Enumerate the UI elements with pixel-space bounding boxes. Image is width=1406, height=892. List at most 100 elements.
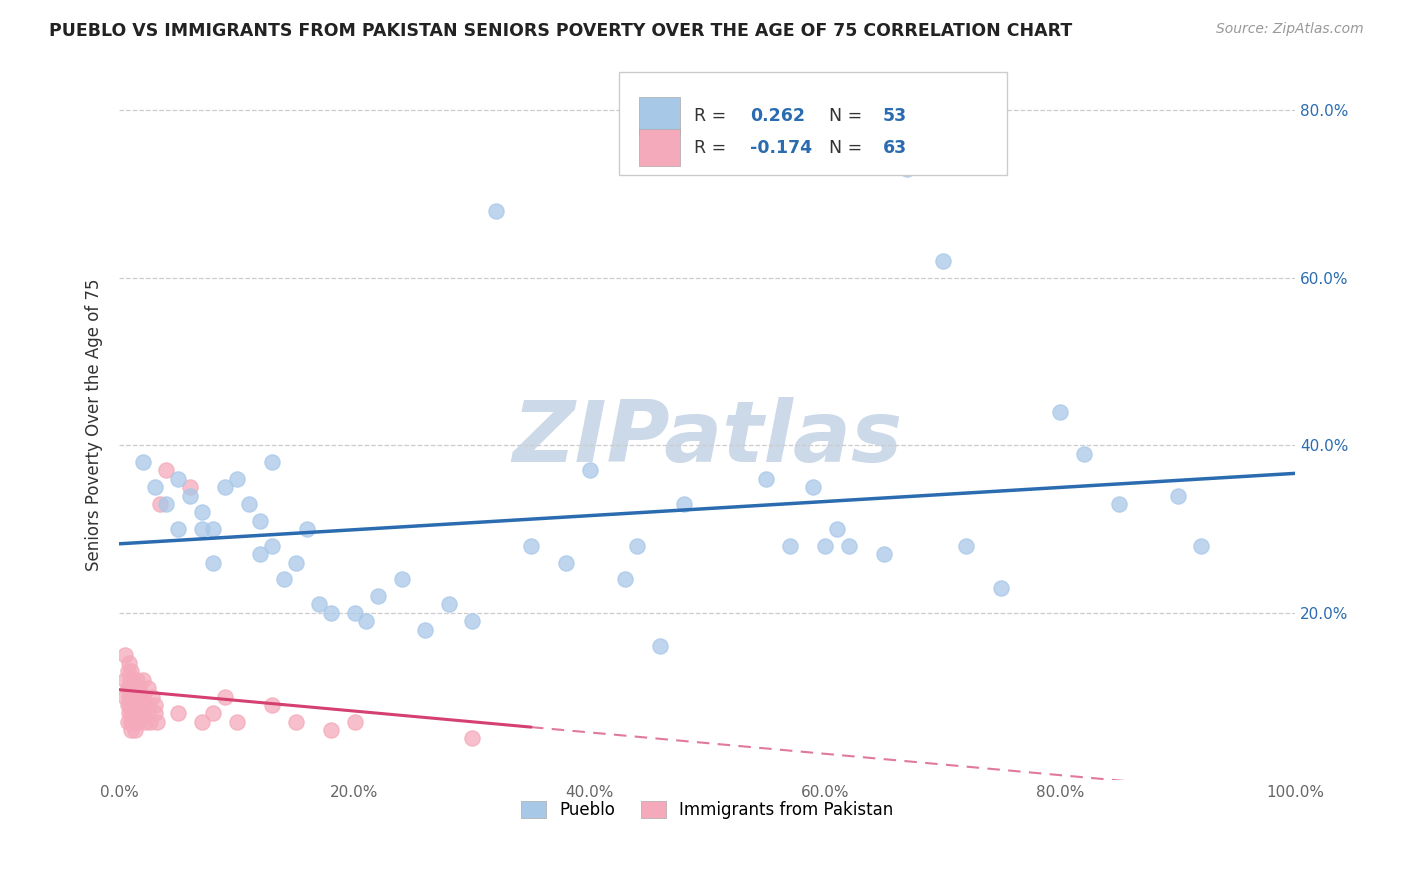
Point (149, 497, 172, 511)
Point (118, 656, 141, 670)
Point (117, 665, 139, 679)
Point (262, 539, 284, 553)
Point (461, 731, 484, 746)
Point (124, 690, 146, 704)
Point (873, 547, 896, 561)
Point (132, 690, 155, 704)
Point (138, 698, 160, 712)
Point (120, 690, 142, 704)
Point (990, 581, 1012, 595)
Point (167, 522, 190, 536)
Point (146, 714, 169, 729)
Point (120, 714, 142, 729)
Point (155, 497, 177, 511)
Point (120, 665, 142, 679)
Point (273, 572, 295, 586)
Point (896, 161, 918, 176)
Point (114, 690, 136, 704)
Point (343, 606, 366, 620)
Point (190, 505, 212, 519)
Text: R =: R = (695, 138, 733, 157)
Point (578, 463, 600, 477)
Point (125, 673, 148, 687)
Point (343, 714, 366, 729)
Point (214, 480, 236, 494)
Point (124, 706, 146, 721)
Point (626, 539, 648, 553)
Text: 0.262: 0.262 (749, 107, 804, 125)
Point (262, 698, 284, 712)
Point (143, 698, 166, 712)
Point (128, 681, 150, 696)
Point (124, 723, 146, 737)
Point (825, 522, 848, 536)
Point (136, 681, 159, 696)
Point (143, 480, 166, 494)
Point (132, 673, 155, 687)
Point (132, 706, 155, 721)
Point (179, 480, 201, 494)
Point (249, 547, 271, 561)
Point (132, 455, 155, 469)
Point (136, 706, 159, 721)
Point (555, 556, 578, 570)
Point (391, 572, 413, 586)
Point (129, 690, 152, 704)
Point (356, 614, 378, 628)
Point (117, 681, 139, 696)
Point (179, 489, 201, 503)
Point (117, 714, 139, 729)
Point (413, 623, 436, 637)
Point (167, 472, 190, 486)
Point (202, 522, 225, 536)
Point (249, 514, 271, 528)
Point (134, 714, 156, 729)
Point (114, 673, 136, 687)
Point (225, 472, 247, 486)
Point (1167, 489, 1189, 503)
Point (202, 706, 225, 721)
Point (437, 598, 460, 612)
Point (284, 714, 307, 729)
Point (262, 455, 284, 469)
Point (118, 698, 141, 712)
Point (319, 606, 342, 620)
Point (155, 463, 177, 477)
Point (238, 497, 260, 511)
Point (122, 698, 145, 712)
Point (755, 472, 778, 486)
Point (1073, 447, 1095, 461)
Text: ZIPatlas: ZIPatlas (512, 397, 903, 480)
Point (129, 706, 152, 721)
Point (125, 706, 148, 721)
Point (143, 706, 166, 721)
Point (122, 714, 145, 729)
Point (202, 556, 225, 570)
Point (122, 673, 145, 687)
Point (190, 714, 212, 729)
Point (125, 698, 148, 712)
Point (118, 673, 141, 687)
Text: N =: N = (818, 107, 868, 125)
Point (1189, 539, 1212, 553)
Point (131, 698, 153, 712)
Point (672, 497, 695, 511)
Point (367, 589, 389, 603)
Y-axis label: Seniors Poverty Over the Age of 75: Seniors Poverty Over the Age of 75 (86, 278, 103, 571)
Point (319, 723, 342, 737)
Text: 53: 53 (883, 107, 907, 125)
Point (139, 714, 162, 729)
Point (120, 706, 142, 721)
Text: -0.174: -0.174 (749, 138, 811, 157)
Point (461, 614, 484, 628)
Point (125, 690, 148, 704)
Point (955, 539, 977, 553)
Point (1049, 405, 1071, 419)
Point (114, 648, 136, 662)
Point (485, 203, 508, 218)
Point (134, 698, 156, 712)
Text: 63: 63 (883, 138, 907, 157)
Point (225, 714, 247, 729)
Point (127, 698, 149, 712)
Point (118, 690, 141, 704)
